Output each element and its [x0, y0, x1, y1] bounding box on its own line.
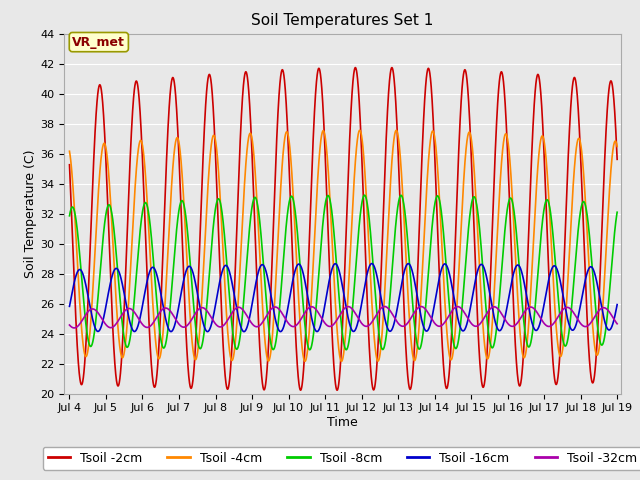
Tsoil -8cm [219, 213, 227, 218]
Tsoil -4cm [406, 331, 414, 337]
Tsoil -16cm [613, 302, 621, 308]
Tsoil -32cm [183, 323, 191, 329]
Tsoil -2cm [66, 162, 74, 168]
Line: Tsoil -8cm: Tsoil -8cm [70, 195, 617, 350]
Tsoil -32cm [613, 321, 621, 326]
Tsoil -4cm [183, 255, 191, 261]
Tsoil -32cm [397, 323, 404, 329]
Tsoil -4cm [613, 144, 621, 149]
Tsoil -8cm [613, 210, 621, 216]
Tsoil -2cm [333, 387, 341, 393]
Line: Tsoil -2cm: Tsoil -2cm [70, 68, 617, 390]
Tsoil -8cm [406, 274, 414, 280]
Text: VR_met: VR_met [72, 36, 125, 48]
Tsoil -4cm [397, 163, 404, 168]
Tsoil -4cm [561, 317, 569, 323]
Legend: Tsoil -2cm, Tsoil -4cm, Tsoil -8cm, Tsoil -16cm, Tsoil -32cm: Tsoil -2cm, Tsoil -4cm, Tsoil -8cm, Tsoi… [43, 447, 640, 469]
Line: Tsoil -4cm: Tsoil -4cm [70, 130, 617, 361]
Line: Tsoil -16cm: Tsoil -16cm [70, 264, 617, 332]
Tsoil -8cm [306, 347, 314, 353]
Tsoil -2cm [351, 65, 359, 71]
Tsoil -32cm [66, 322, 74, 328]
Tsoil -32cm [561, 305, 569, 311]
Tsoil -2cm [406, 386, 414, 392]
Tsoil -32cm [70, 325, 78, 331]
Tsoil -16cm [613, 302, 621, 308]
Title: Soil Temperatures Set 1: Soil Temperatures Set 1 [252, 13, 433, 28]
Line: Tsoil -32cm: Tsoil -32cm [70, 307, 617, 328]
Tsoil -32cm [406, 316, 414, 322]
Tsoil -4cm [66, 148, 74, 154]
Tsoil -8cm [361, 192, 369, 198]
Tsoil -16cm [66, 303, 74, 309]
Tsoil -32cm [219, 324, 227, 329]
Tsoil -32cm [613, 321, 621, 327]
X-axis label: Time: Time [327, 416, 358, 429]
Tsoil -2cm [561, 225, 569, 230]
Tsoil -16cm [561, 306, 569, 312]
Tsoil -4cm [219, 237, 227, 242]
Tsoil -8cm [613, 209, 621, 215]
Tsoil -4cm [356, 127, 364, 133]
Y-axis label: Soil Temperature (C): Soil Temperature (C) [24, 149, 37, 278]
Tsoil -2cm [397, 223, 404, 229]
Tsoil -8cm [397, 192, 404, 198]
Tsoil -16cm [240, 329, 248, 335]
Tsoil -2cm [183, 345, 191, 351]
Tsoil -4cm [613, 143, 621, 148]
Tsoil -16cm [219, 268, 227, 274]
Tsoil -32cm [381, 304, 388, 310]
Tsoil -16cm [397, 285, 404, 290]
Tsoil -4cm [337, 359, 345, 364]
Tsoil -16cm [368, 261, 376, 266]
Tsoil -2cm [219, 328, 227, 334]
Tsoil -16cm [406, 263, 414, 269]
Tsoil -8cm [183, 222, 191, 228]
Tsoil -16cm [183, 266, 191, 272]
Tsoil -2cm [613, 156, 621, 162]
Tsoil -8cm [561, 343, 569, 349]
Tsoil -2cm [613, 153, 621, 159]
Tsoil -8cm [66, 213, 74, 219]
